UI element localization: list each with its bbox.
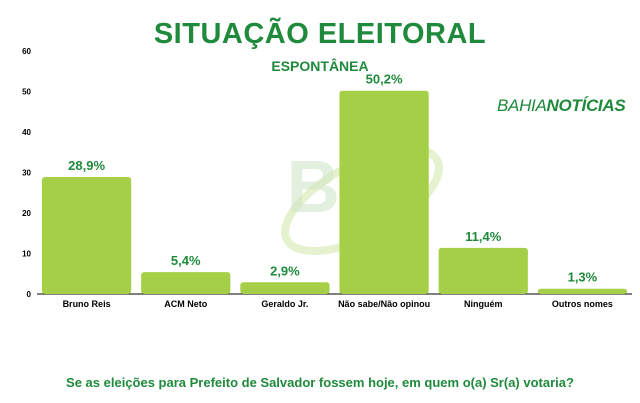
brand-logo-part2: NOTÍCIAS <box>546 96 626 115</box>
chart-subtitle: ESPONTÂNEA <box>271 58 369 74</box>
data-label: 50,2% <box>366 72 403 87</box>
bar <box>438 247 528 294</box>
y-tick-label: 40 <box>22 128 31 137</box>
data-label: 5,4% <box>171 253 201 268</box>
chart-title: SITUAÇÃO ELEITORAL <box>153 18 487 50</box>
brand-logo-part1: BAHIA <box>497 96 547 115</box>
x-tick-label: Bruno Reis <box>63 299 111 309</box>
brand-logo: BAHIANOTÍCIAS <box>497 96 626 116</box>
data-label: 2,9% <box>270 263 300 278</box>
y-tick-label: 30 <box>22 169 31 178</box>
bar <box>537 288 628 294</box>
y-tick-label: 20 <box>22 209 31 218</box>
data-label: 28,9% <box>68 158 105 173</box>
x-tick-label: Outros nomes <box>552 299 613 309</box>
data-label: 1,3% <box>568 270 598 285</box>
bar <box>339 90 429 294</box>
bar <box>240 282 330 294</box>
y-tick-label: 50 <box>22 88 31 97</box>
y-tick-label: 60 <box>22 47 31 56</box>
y-tick-label: 10 <box>22 250 31 259</box>
x-tick-label: Ninguém <box>464 299 503 309</box>
survey-question: Se as eleições para Prefeito de Salvador… <box>66 375 574 390</box>
x-tick-label: Não sabe/Não opinou <box>338 299 430 309</box>
data-label: 11,4% <box>465 229 502 244</box>
bar <box>41 176 132 294</box>
y-tick-label: 0 <box>27 290 32 299</box>
bar <box>141 272 231 294</box>
x-tick-label: ACM Neto <box>164 299 207 309</box>
x-tick-label: Geraldo Jr. <box>261 299 308 309</box>
